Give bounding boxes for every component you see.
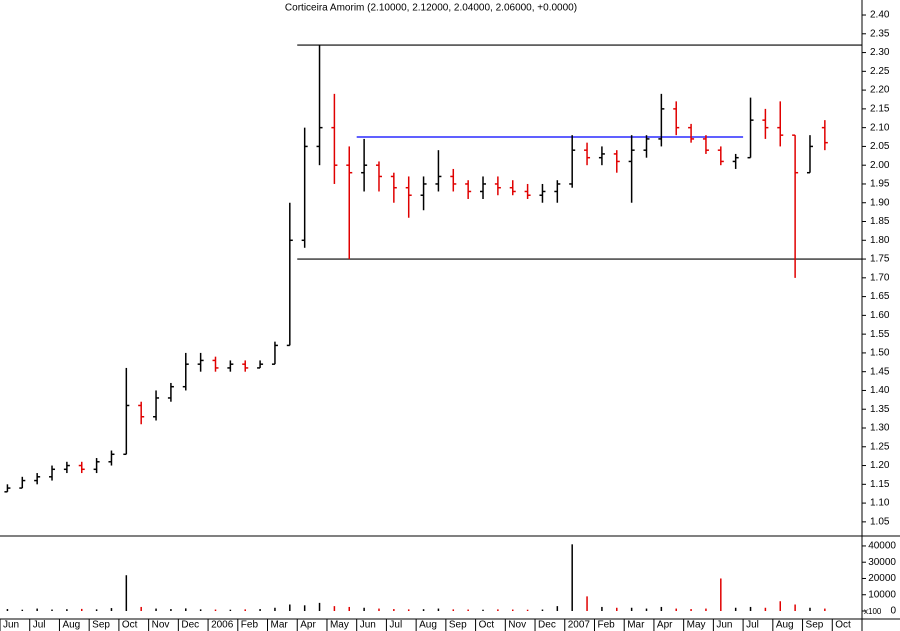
x-tick-label: Oct <box>835 620 851 631</box>
x-tick-label: May <box>687 620 706 631</box>
y-tick-label: 1.30 <box>870 423 890 434</box>
x-tick-label: Jun <box>360 620 376 631</box>
x-tick-label: Dec <box>181 620 199 631</box>
x-tick-label: Aug <box>62 620 80 631</box>
x-tick-label: Oct <box>479 620 495 631</box>
x-tick-label: Feb <box>597 620 615 631</box>
x-tick-label: Nov <box>508 620 526 631</box>
y-tick-label: 2.30 <box>870 47 890 58</box>
x-tick-label: Aug <box>419 620 437 631</box>
y2-tick-label: 30000 <box>868 557 896 568</box>
x-tick-label: Oct <box>122 620 138 631</box>
x-tick-label: Jun <box>3 620 19 631</box>
y-tick-label: 1.55 <box>870 329 890 340</box>
y-tick-label: 1.05 <box>870 517 890 528</box>
y-tick-label: 1.50 <box>870 348 890 359</box>
y2-tick-label: 0 <box>890 606 896 617</box>
y-tick-label: 1.90 <box>870 197 890 208</box>
x-tick-label: Sep <box>806 620 824 631</box>
y-tick-label: 1.10 <box>870 498 890 509</box>
x-tick-label: Jul <box>746 620 759 631</box>
y-tick-label: 1.60 <box>870 310 890 321</box>
y-tick-label: 2.40 <box>870 10 890 21</box>
y-tick-label: 1.80 <box>870 235 890 246</box>
y-tick-label: 1.35 <box>870 404 890 415</box>
x-tick-label: Mar <box>271 620 289 631</box>
y-tick-label: 1.20 <box>870 460 890 471</box>
y-tick-label: 1.85 <box>870 216 890 227</box>
x-tick-label: Dec <box>538 620 556 631</box>
y2-tick-label: 10000 <box>868 589 896 600</box>
x-tick-label: 2007 <box>568 620 591 631</box>
y2-tick-label: 20000 <box>868 573 896 584</box>
y-tick-label: 2.00 <box>870 160 890 171</box>
x-tick-label: 2006 <box>211 620 234 631</box>
y-tick-label: 1.65 <box>870 291 890 302</box>
x-tick-label: Sep <box>449 620 467 631</box>
x-tick-label: Jul <box>389 620 402 631</box>
x-tick-label: Feb <box>241 620 259 631</box>
y-tick-label: 2.10 <box>870 122 890 133</box>
x-tick-label: Jul <box>33 620 46 631</box>
y-tick-label: 2.05 <box>870 141 890 152</box>
x-tick-label: Aug <box>776 620 794 631</box>
y-tick-label: 2.20 <box>870 85 890 96</box>
y-tick-label: 1.75 <box>870 254 890 265</box>
y-tick-label: 1.45 <box>870 366 890 377</box>
y-tick-label: 1.15 <box>870 479 890 490</box>
x-tick-label: Nov <box>152 620 170 631</box>
y-tick-label: 1.95 <box>870 179 890 190</box>
y-tick-label: 2.25 <box>870 66 890 77</box>
x-tick-label: Sep <box>92 620 110 631</box>
x-tick-label: Apr <box>657 620 673 631</box>
x-tick-label: Mar <box>627 620 645 631</box>
y-tick-label: 2.15 <box>870 104 890 115</box>
y-tick-label: 2.35 <box>870 28 890 39</box>
volume-unit: x100 <box>864 607 882 616</box>
x-tick-label: Apr <box>300 620 316 631</box>
y2-tick-label: 40000 <box>868 541 896 552</box>
y-tick-label: 1.70 <box>870 272 890 283</box>
y-tick-label: 1.25 <box>870 441 890 452</box>
x-tick-label: Jun <box>716 620 732 631</box>
y-tick-label: 1.40 <box>870 385 890 396</box>
x-tick-label: May <box>330 620 349 631</box>
chart-title: Corticeira Amorim (2.10000, 2.12000, 2.0… <box>285 3 577 14</box>
